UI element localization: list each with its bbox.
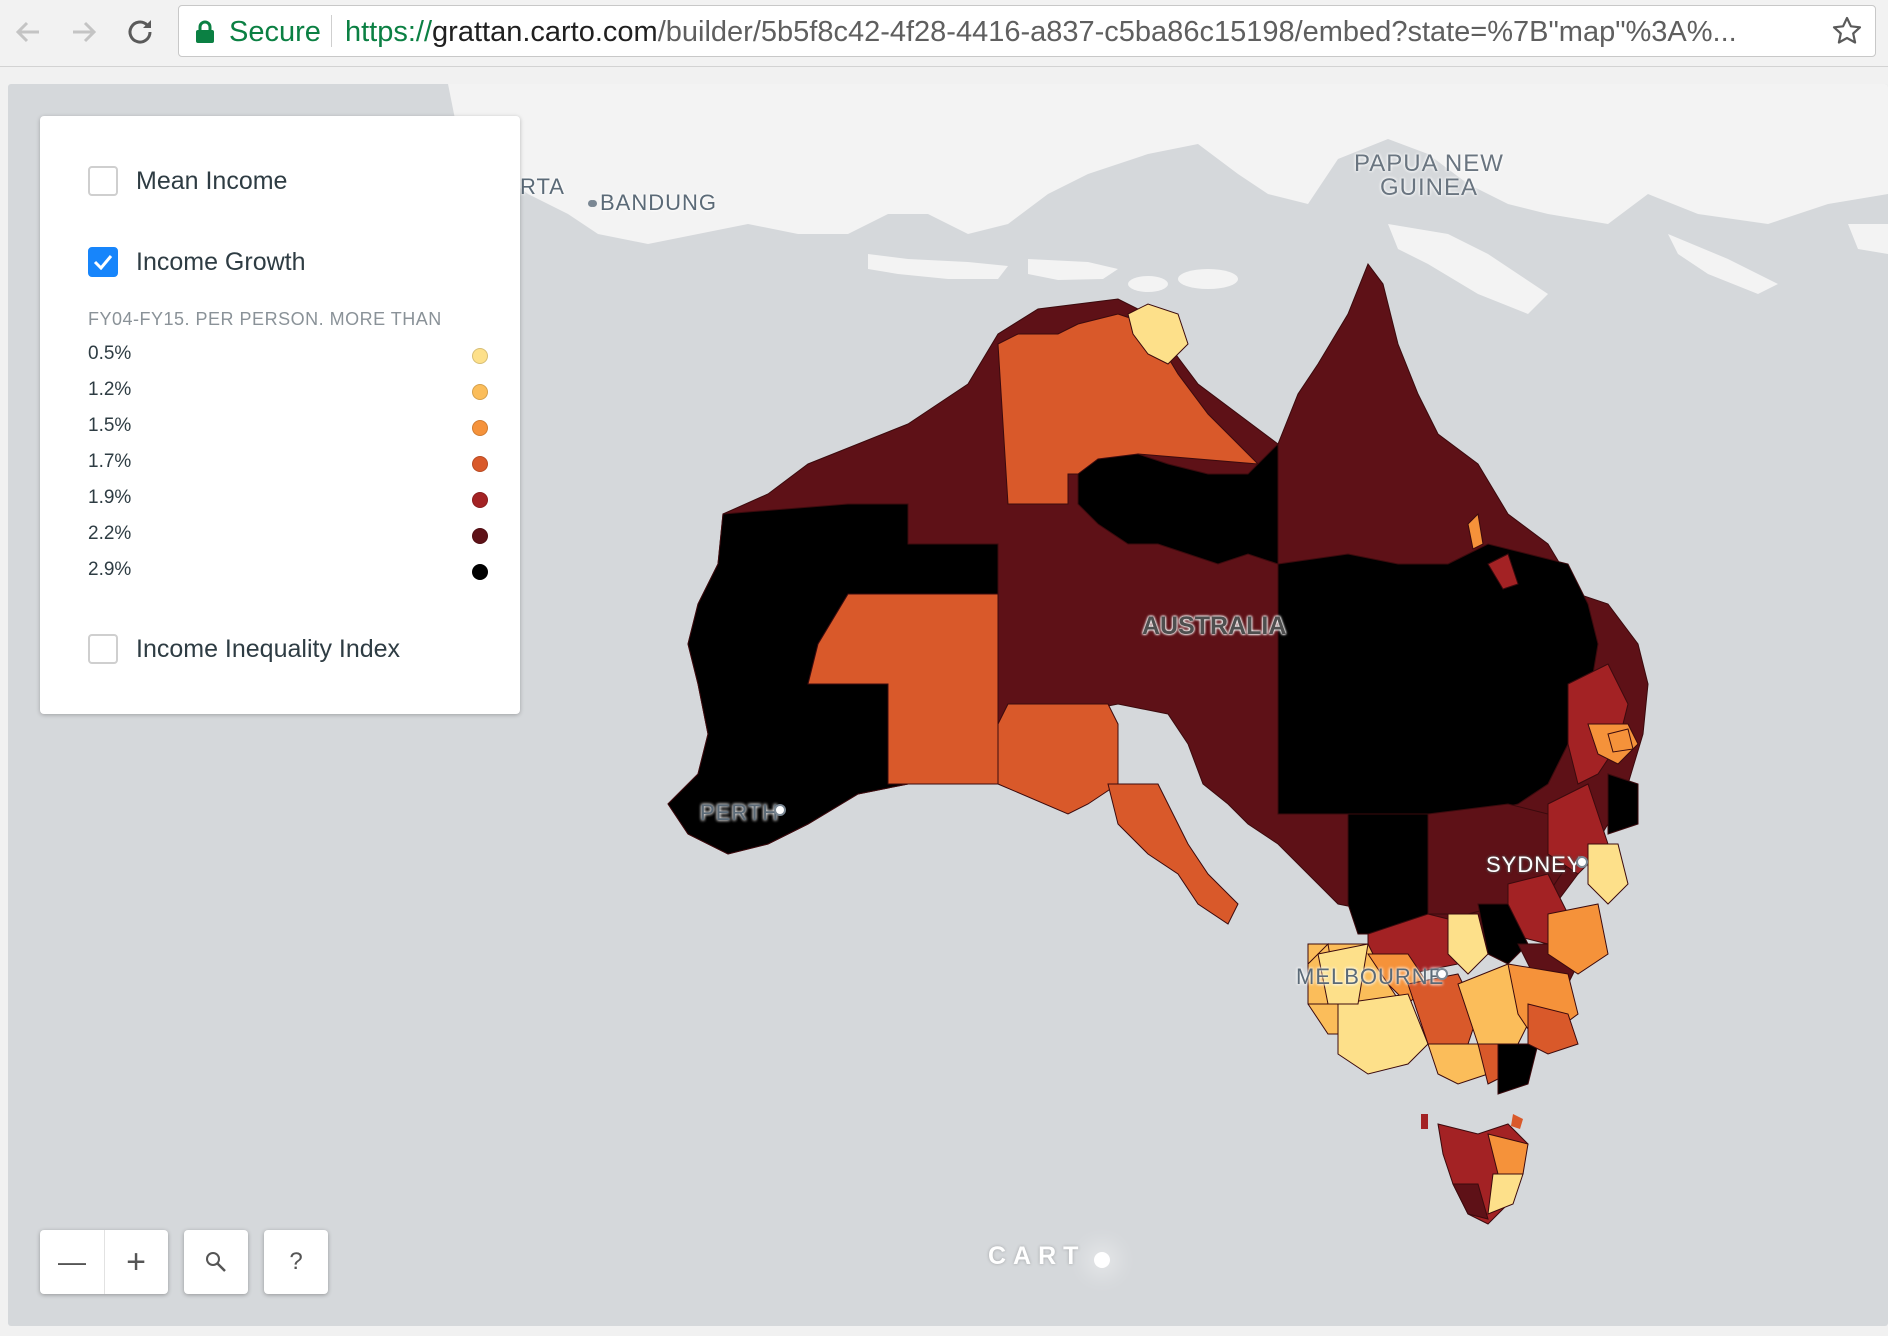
help-button[interactable]: ? — [289, 1248, 303, 1275]
legend-item: 1.5% — [88, 412, 488, 442]
arrow-left-icon — [15, 21, 39, 43]
legend-value: 2.2% — [88, 523, 132, 544]
legend-value: 1.7% — [88, 451, 132, 472]
url-path: /builder/5b5f8c42-4f28-4416-a837-c5ba86c… — [657, 16, 1737, 48]
checkbox-income-inequality[interactable] — [88, 634, 118, 664]
legend-swatch — [472, 456, 488, 472]
layer-toggle-mean-income[interactable]: Mean Income — [88, 166, 287, 196]
legend-swatch — [472, 492, 488, 508]
legend-title: FY04-FY15. PER PERSON. MORE THAN — [88, 309, 442, 329]
legend-item: 0.5% — [88, 340, 488, 370]
legend-swatch — [472, 528, 488, 544]
layer-toggle-income-growth[interactable]: Income Growth — [88, 247, 306, 277]
url-domain: grattan.carto.com — [432, 16, 658, 48]
legend-item: 2.9% — [88, 556, 488, 586]
carto-logo-text[interactable]: CART — [988, 1242, 1086, 1270]
layer-toggle-income-inequality[interactable]: Income Inequality Index — [88, 634, 400, 664]
legend-swatch — [472, 384, 488, 400]
bandung-city-dot — [590, 200, 597, 207]
layer-label-mean-income: Mean Income — [136, 166, 288, 195]
map-label-bandung: BANDUNG — [600, 190, 718, 215]
checkmark-icon — [93, 255, 113, 270]
url-scheme: https:// — [345, 16, 433, 48]
search-control — [184, 1230, 248, 1294]
legend-swatch — [472, 564, 488, 580]
legend-item: 1.7% — [88, 448, 488, 478]
zoom-control: — + — [40, 1230, 168, 1294]
checkbox-income-growth[interactable] — [88, 247, 118, 277]
reload-button[interactable] — [118, 10, 162, 54]
legend-value: 0.5% — [88, 343, 132, 364]
search-icon — [206, 1252, 226, 1272]
reload-icon — [128, 20, 152, 44]
map-label-jakarta: RTA — [520, 174, 565, 199]
secure-label: Secure — [229, 16, 321, 48]
australia-regions — [667, 262, 1649, 1095]
map-label-sydney: SYDNEY — [1486, 852, 1583, 877]
arrow-right-icon — [73, 21, 97, 43]
sydney-city-dot — [1576, 856, 1588, 868]
omnibox-separator — [331, 15, 332, 47]
lock-icon — [196, 20, 214, 43]
basemap — [448, 84, 1888, 1225]
map-label-australia: AUSTRALIA — [1142, 612, 1287, 640]
legend-value: 1.9% — [88, 487, 132, 508]
search-button[interactable] — [184, 1230, 248, 1294]
map-label-png-line2: GUINEA — [1379, 174, 1478, 201]
help-control: ? — [264, 1230, 328, 1294]
zoom-out-button[interactable]: — — [40, 1230, 105, 1294]
bookmark-star-icon[interactable] — [1831, 15, 1863, 47]
king-island — [1421, 1114, 1428, 1129]
browser-toolbar: Secure https://grattan.carto.com/builder… — [0, 0, 1888, 67]
layer-label-income-growth: Income Growth — [136, 247, 306, 276]
legend-value: 2.9% — [88, 559, 132, 580]
back-button[interactable] — [6, 10, 50, 54]
legend-item: 1.9% — [88, 484, 488, 514]
carto-logo-dot — [1094, 1252, 1110, 1268]
layer-label-income-inequality: Income Inequality Index — [136, 634, 401, 663]
checkbox-mean-income[interactable] — [88, 166, 118, 196]
legend-swatch — [472, 420, 488, 436]
legend-value: 1.5% — [88, 415, 132, 436]
address-bar[interactable]: Secure https://grattan.carto.com/builder… — [178, 5, 1876, 57]
map-label-png-line1: PAPUA NEW — [1354, 150, 1504, 177]
legend-value: 1.2% — [88, 379, 132, 400]
zoom-in-button[interactable]: + — [126, 1242, 146, 1281]
map-label-perth: PERTH — [700, 800, 780, 825]
legend-item: 2.2% — [88, 520, 488, 550]
map-label-png: PAPUA NEW GUINEA — [1354, 152, 1504, 200]
layer-legend-panel: Mean Income Income Growth FY04-FY15. PER… — [40, 116, 520, 714]
flinders-island — [1511, 1114, 1523, 1129]
northern-landmass — [448, 84, 1888, 314]
url-text[interactable]: https://grattan.carto.com/builder/5b5f8c… — [345, 16, 1795, 49]
legend-swatch — [472, 348, 488, 364]
map-label-melbourne: MELBOURNE — [1296, 964, 1445, 989]
melbourne-city-dot — [1436, 968, 1448, 980]
tasmania-regions — [1437, 1123, 1529, 1225]
forward-button[interactable] — [62, 10, 106, 54]
perth-city-dot — [774, 804, 786, 816]
legend-item: 1.2% — [88, 376, 488, 406]
